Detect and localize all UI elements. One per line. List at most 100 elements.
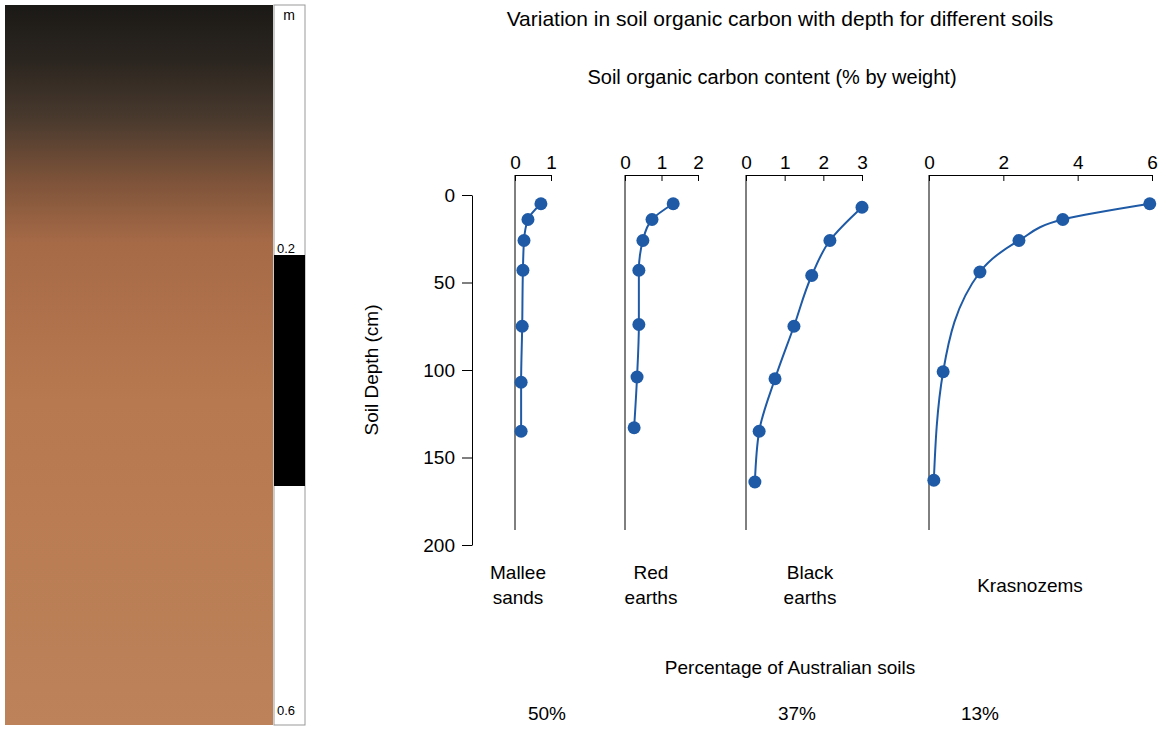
soil-name: Blackearths: [784, 562, 837, 608]
x-tick-mark: [1003, 175, 1004, 181]
panel: 01: [510, 152, 557, 530]
x-tick: 1: [657, 152, 668, 181]
zero-line: [515, 175, 516, 530]
x-tick-label: 3: [857, 152, 868, 173]
x-tick: 4: [1073, 152, 1084, 181]
data-point: [937, 365, 950, 378]
x-tick: 1: [780, 152, 791, 181]
share-label: 50%: [528, 703, 566, 724]
soil-name: Red earths: [625, 562, 678, 608]
data-point: [632, 318, 645, 331]
x-tick-label: 2: [693, 152, 704, 173]
data-point: [516, 320, 529, 333]
scale-label: 0.6: [277, 703, 295, 718]
marks: [628, 197, 680, 434]
y-tick-label: 100: [423, 360, 455, 381]
data-point: [973, 266, 986, 279]
footer-title: Percentage of Australian soils: [665, 657, 915, 678]
x-tick-label: 2: [999, 152, 1010, 173]
data-point: [632, 264, 645, 277]
y-tick: 100: [423, 360, 472, 381]
data-point: [769, 372, 782, 385]
soil-name-line: earths: [784, 587, 837, 608]
scale-unit: m: [283, 7, 295, 23]
data-point: [631, 371, 644, 384]
soil-photo: [5, 5, 273, 725]
data-point: [515, 376, 528, 389]
marks: [515, 197, 548, 438]
x-tick-mark: [862, 175, 863, 181]
chart-svg: m0.20.6 Variation in soil organic carbon …: [0, 0, 1173, 729]
x-tick-label: 0: [510, 152, 521, 173]
data-point: [748, 476, 761, 489]
data-point: [823, 234, 836, 247]
data-point: [628, 421, 641, 434]
x-axis-line: [516, 175, 552, 176]
data-line: [634, 204, 673, 428]
y-axis-title: Soil Depth (cm): [361, 305, 382, 436]
figure: m0.20.6 Variation in soil organic carbon …: [0, 0, 1173, 729]
soil-name: Krasnozems: [977, 575, 1083, 596]
y-axis-line: [472, 196, 473, 546]
data-point: [516, 264, 529, 277]
x-tick-mark: [823, 175, 824, 181]
data-point: [1012, 234, 1025, 247]
x-tick-mark: [551, 175, 552, 181]
soil-name-line: Mallee: [490, 562, 546, 583]
x-tick: 2: [819, 152, 830, 181]
photo-scale-bar: m0.20.6: [274, 5, 305, 725]
y-tick: 0: [444, 185, 472, 206]
x-tick-mark: [698, 175, 699, 181]
data-point: [856, 201, 869, 214]
x-tick-label: 0: [741, 152, 752, 173]
x-tick-label: 4: [1073, 152, 1084, 173]
soil-name-line: Red: [634, 562, 669, 583]
data-point: [1056, 213, 1069, 226]
x-tick: 1: [546, 152, 557, 181]
x-tick-mark: [785, 175, 786, 181]
panel: 0 1 2 3: [741, 152, 868, 530]
data-point: [927, 474, 940, 487]
data-point: [646, 213, 659, 226]
data-line: [755, 207, 862, 482]
x-tick: 2: [693, 152, 704, 181]
x-axis: 01: [510, 152, 557, 181]
data-point: [1143, 197, 1156, 210]
x-axis-line: [930, 175, 1153, 176]
share-label: 13%: [961, 703, 999, 724]
zero-line: [625, 175, 626, 530]
data-point: [521, 213, 534, 226]
y-axis: 0 50 100 150 200: [423, 185, 472, 556]
soil-name-line: earths: [625, 587, 678, 608]
x-tick-label: 0: [620, 152, 631, 173]
y-tick-label: 200: [423, 535, 455, 556]
x-tick-mark: [1078, 175, 1079, 181]
y-tick-mark: [462, 195, 472, 196]
soil-name: Mallee sands: [490, 562, 546, 608]
x-tick-label: 1: [780, 152, 791, 173]
panel: 0 1 2: [620, 152, 704, 530]
x-tick: 2: [999, 152, 1010, 181]
scale-bar-background: [274, 5, 305, 725]
y-tick-mark: [462, 458, 472, 459]
x-tick-label: 0: [924, 152, 935, 173]
panel: 0 2 4 6: [924, 152, 1158, 530]
data-point: [534, 197, 547, 210]
soil-name-line: Krasnozems: [977, 575, 1083, 596]
x-axis: 0 2 4 6: [924, 152, 1158, 181]
y-tick-mark: [462, 283, 472, 284]
data-point: [636, 234, 649, 247]
data-point: [667, 197, 680, 210]
y-tick-label: 50: [434, 272, 455, 293]
y-tick-mark: [462, 545, 472, 546]
y-tick-label: 0: [444, 185, 455, 206]
y-tick: 150: [423, 447, 472, 468]
x-axis-line: [747, 175, 863, 176]
soil-name-line: sands: [493, 587, 544, 608]
x-axis: 0 1 2 3: [741, 152, 868, 181]
data-point: [753, 425, 766, 438]
title: Variation in soil organic carbon with de…: [507, 7, 1054, 30]
data-point: [515, 425, 528, 438]
x-tick: 6: [1147, 152, 1158, 181]
y-tick-label: 150: [423, 447, 455, 468]
